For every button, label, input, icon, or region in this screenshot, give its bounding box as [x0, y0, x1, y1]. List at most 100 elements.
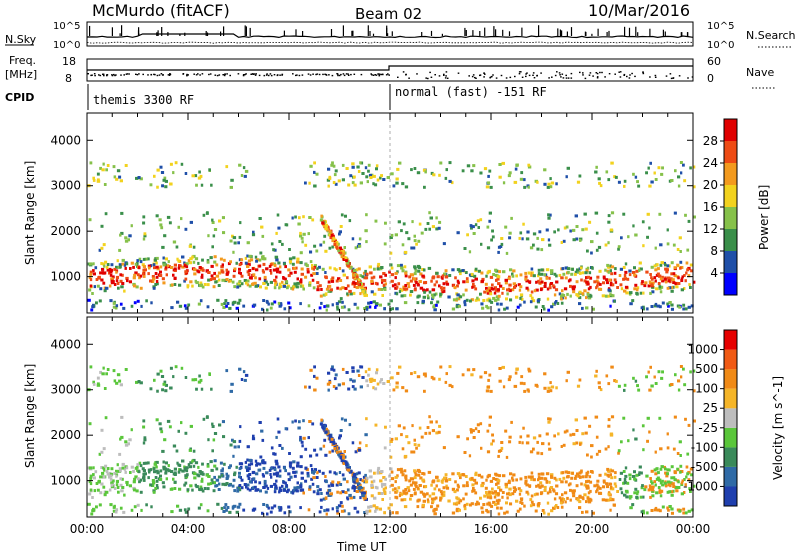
- power-cell: [609, 304, 612, 308]
- power-cell: [352, 291, 356, 295]
- power-cell: [628, 273, 632, 277]
- power-cell: [247, 273, 251, 276]
- power-cell: [159, 270, 162, 274]
- nave-dot: [425, 77, 427, 79]
- power-cell: [442, 282, 446, 286]
- velocity-cell: [351, 441, 355, 445]
- power-cell: [116, 282, 120, 285]
- power-cell: [523, 300, 526, 304]
- velocity-cell: [418, 484, 422, 487]
- power-cell: [416, 282, 420, 286]
- power-cell: [295, 285, 299, 289]
- power-cell: [485, 289, 489, 293]
- power-cell: [639, 291, 643, 295]
- power-cell: [214, 280, 218, 284]
- velocity-cell: [201, 472, 205, 476]
- velocity-cell: [644, 485, 648, 489]
- velocity-cell: [543, 485, 547, 489]
- power-cell: [415, 242, 418, 246]
- velocity-cell: [302, 436, 306, 440]
- velocity-cell: [169, 366, 173, 370]
- power-cell: [493, 291, 497, 295]
- power-cell: [263, 279, 267, 283]
- power-cell: [575, 225, 579, 228]
- power-cell: [273, 286, 277, 290]
- power-cell: [397, 282, 401, 286]
- velocity-cell: [187, 507, 191, 511]
- velocity-cell: [142, 469, 146, 473]
- velocity-cell: [129, 471, 132, 474]
- velocity-cell: [130, 465, 134, 469]
- power-cell: [274, 255, 279, 259]
- power-cell: [439, 161, 443, 165]
- power-cell: [650, 180, 654, 184]
- velocity-cell: [638, 473, 641, 476]
- velocity-cell: [456, 472, 461, 476]
- velocity-cell: [153, 462, 157, 466]
- power-cell: [236, 285, 240, 289]
- power-cell: [287, 268, 291, 272]
- velocity-cell: [542, 511, 546, 515]
- power-cell: [348, 289, 352, 293]
- power-cell: [225, 165, 229, 169]
- velocity-cell: [147, 476, 150, 480]
- velocity-cell: [106, 467, 110, 470]
- velocity-cell: [418, 426, 422, 430]
- velocity-cell: [661, 483, 665, 487]
- velocity-cell: [567, 475, 570, 478]
- velocity-cell: [632, 428, 635, 432]
- velocity-cell: [139, 478, 143, 482]
- velocity-cell: [217, 475, 222, 479]
- power-cell: [357, 267, 361, 271]
- nave-dot: [331, 74, 334, 77]
- power-cell: [318, 284, 322, 288]
- velocity-cell: [334, 472, 338, 476]
- nave-dot: [147, 74, 149, 76]
- velocity-cell: [100, 450, 104, 454]
- velocity-cell: [483, 371, 488, 375]
- velocity-cell: [162, 382, 166, 386]
- velocity-cell: [486, 510, 490, 514]
- power-cell: [387, 302, 391, 306]
- power-cell: [553, 230, 556, 234]
- velocity-cell: [110, 467, 114, 471]
- power-cell: [104, 260, 108, 264]
- power-cell: [578, 290, 582, 294]
- velocity-cell: [164, 471, 168, 475]
- velocity-cell: [119, 506, 123, 510]
- velocity-cell: [536, 503, 540, 507]
- velocity-cell: [238, 439, 242, 443]
- power-cell: [530, 271, 534, 275]
- velocity-cell: [292, 460, 296, 464]
- power-cell: [536, 247, 540, 251]
- power-cell: [661, 166, 664, 170]
- velocity-cell: [355, 490, 359, 493]
- velocity-cell: [109, 477, 113, 481]
- nave-dot: [457, 72, 460, 74]
- velocity-cell: [536, 440, 539, 444]
- velocity-cell: [438, 377, 441, 381]
- velocity-cell: [451, 472, 455, 476]
- velocity-cell: [289, 475, 293, 479]
- velocity-cell: [275, 479, 278, 483]
- power-cell: [489, 185, 493, 189]
- velocity-cell: [130, 428, 133, 432]
- power-cell: [562, 272, 566, 276]
- velocity-cell: [636, 492, 639, 496]
- velocity-cell: [508, 487, 512, 491]
- x-tick-labels: 00:00 04:00 08:00 12:00 16:00 20:00 00:00: [70, 522, 711, 536]
- nave-dot: [416, 73, 418, 75]
- power-cell: [187, 303, 191, 307]
- power-cell: [550, 181, 555, 185]
- power-cell: [384, 273, 387, 277]
- power-cell: [579, 238, 582, 242]
- velocity-cell: [480, 483, 484, 487]
- velocity-cell: [278, 508, 282, 512]
- velocity-cell: [436, 479, 440, 483]
- velocity-cell: [532, 478, 536, 482]
- power-cell: [632, 172, 635, 176]
- power-cell: [341, 163, 345, 167]
- velocity-cell: [262, 486, 266, 489]
- power-cell: [260, 225, 264, 229]
- nave-dot: [123, 74, 125, 76]
